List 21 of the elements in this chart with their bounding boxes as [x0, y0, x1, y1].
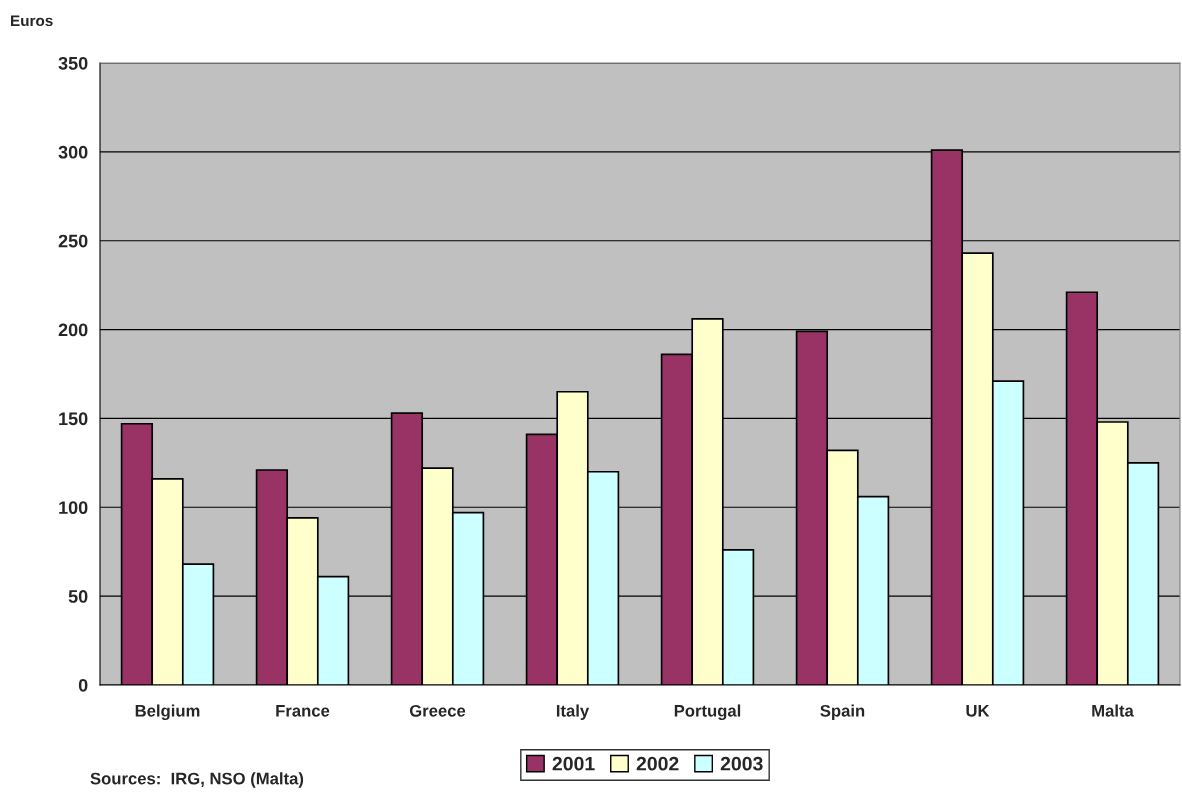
x-tick-label: Italy: [556, 704, 590, 720]
y-tick-label: 300: [58, 145, 88, 159]
x-tick-label: Malta: [1092, 704, 1134, 717]
legend-label: 2003: [720, 756, 763, 771]
x-tick-label: Belgium: [135, 704, 200, 721]
y-tick-label: 250: [58, 234, 88, 248]
y-tick-label: 150: [59, 412, 88, 426]
source-note: Sources: IRG, NSO (Malta): [90, 772, 304, 788]
y-tick-label: 0: [78, 678, 88, 692]
x-tick-label: Portugal: [674, 704, 741, 721]
y-tick-label: 200: [58, 323, 88, 337]
legend-label: 2002: [636, 756, 679, 771]
y-tick-label: 50: [68, 590, 88, 603]
x-tick-label: Spain: [820, 704, 865, 720]
x-tick-label: UK: [966, 705, 990, 717]
y-tick-label: 100: [59, 501, 88, 515]
x-tick-label: France: [276, 705, 330, 717]
y-axis-title: Euros: [11, 15, 53, 27]
legend-label: 2001: [552, 756, 595, 771]
y-tick-label: 350: [58, 56, 88, 70]
x-tick-label: Greece: [409, 704, 466, 717]
